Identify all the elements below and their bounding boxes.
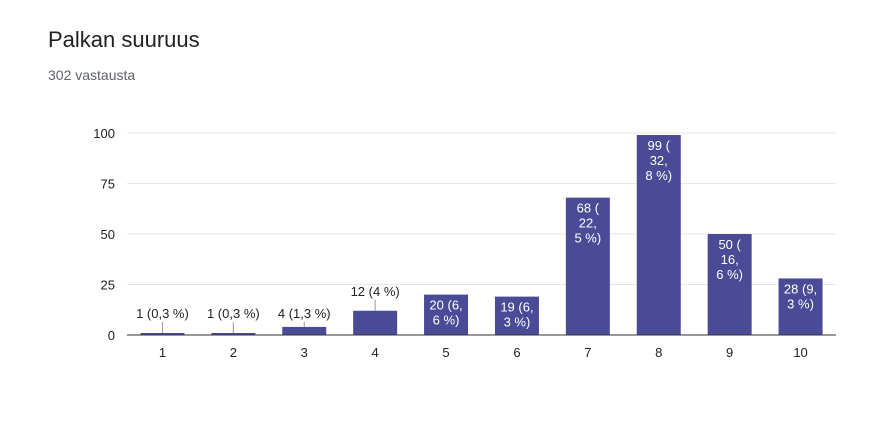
data-label: 32, — [650, 153, 668, 168]
data-label: 99 ( — [648, 138, 671, 153]
x-tick-label: 7 — [584, 345, 591, 360]
bar — [707, 234, 752, 335]
y-tick-label: 25 — [101, 278, 115, 293]
data-label: 28 (9, — [784, 281, 817, 296]
x-tick-label: 10 — [793, 345, 807, 360]
data-label: 3 %) — [787, 296, 814, 311]
data-label: 50 ( — [718, 237, 741, 252]
bar — [636, 135, 681, 335]
bar — [424, 294, 469, 335]
bar — [353, 310, 398, 335]
data-label: 16, — [721, 252, 739, 267]
data-label: 22, — [579, 216, 597, 231]
bar — [494, 296, 539, 335]
x-tick-label: 1 — [159, 345, 166, 360]
x-tick-label: 3 — [301, 345, 308, 360]
bar — [565, 197, 610, 335]
y-tick-label: 50 — [101, 227, 115, 242]
bar — [140, 332, 185, 335]
data-label: 3 %) — [504, 315, 531, 330]
data-label: 4 (1,3 %) — [278, 306, 331, 321]
x-tick-label: 4 — [372, 345, 379, 360]
data-label: 68 ( — [577, 201, 600, 216]
x-tick-label: 6 — [513, 345, 520, 360]
data-label: 6 %) — [716, 267, 743, 282]
x-tick-label: 9 — [726, 345, 733, 360]
data-label: 12 (4 %) — [351, 284, 400, 299]
y-tick-label: 75 — [101, 177, 115, 192]
data-label: 20 (6, — [429, 298, 462, 313]
bar — [778, 278, 823, 335]
data-label: 1 (0,3 %) — [207, 306, 260, 321]
data-label: 5 %) — [574, 231, 601, 246]
data-label: 19 (6, — [500, 300, 533, 315]
data-label: 1 (0,3 %) — [136, 306, 189, 321]
data-label: 6 %) — [433, 313, 460, 328]
data-label: 8 %) — [645, 168, 672, 183]
x-tick-label: 2 — [230, 345, 237, 360]
y-tick-label: 0 — [108, 328, 115, 343]
chart-title: Palkan suuruus — [48, 27, 200, 52]
bar — [282, 326, 327, 335]
bar — [211, 332, 256, 335]
x-tick-label: 8 — [655, 345, 662, 360]
y-tick-label: 100 — [93, 126, 115, 141]
x-tick-label: 5 — [442, 345, 449, 360]
response-count: 302 vastausta — [48, 67, 136, 83]
